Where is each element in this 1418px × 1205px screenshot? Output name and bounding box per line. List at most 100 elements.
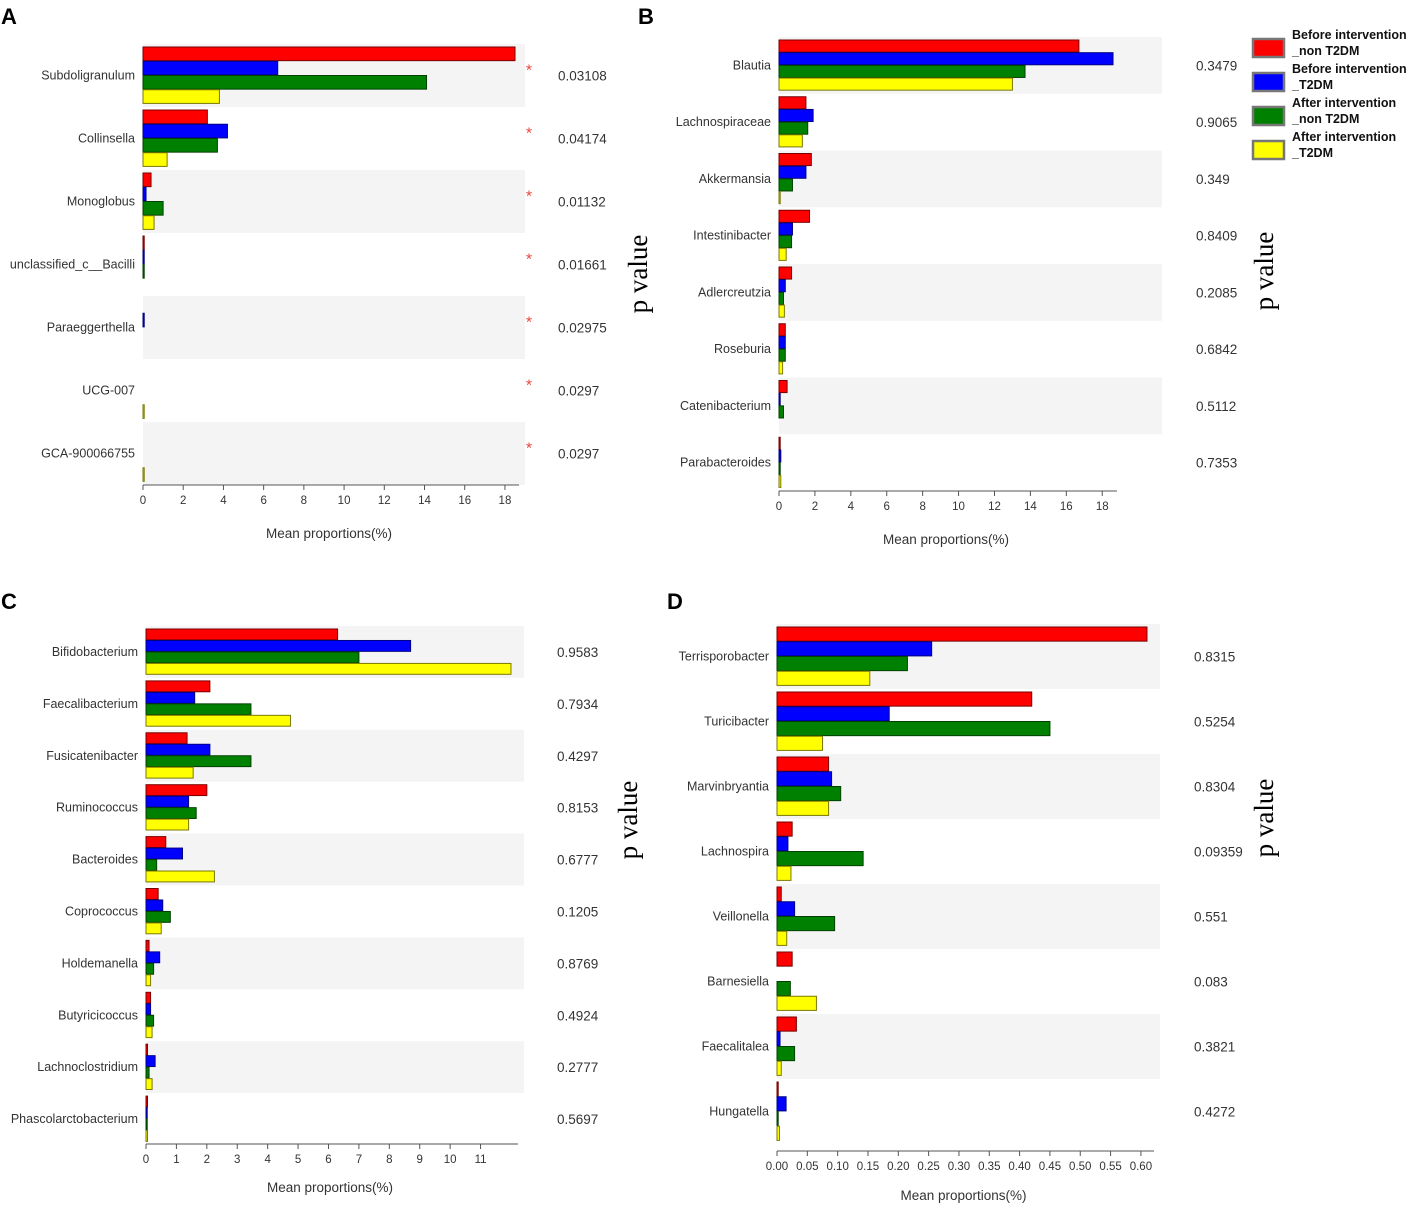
bar-blue (145, 743, 211, 756)
bar-yellow (778, 304, 785, 318)
x-tick-label: 8 (919, 501, 925, 513)
bar-blue (145, 899, 164, 912)
x-tick-label: 1 (173, 1154, 179, 1166)
x-tick-label: 0.20 (887, 1161, 909, 1173)
bar-yellow (776, 930, 788, 946)
bar-red (778, 96, 807, 110)
row-stripe (779, 377, 1162, 435)
bar-blue (145, 1055, 156, 1068)
x-tick-label: 0.40 (1008, 1161, 1030, 1173)
bar-green (778, 462, 781, 476)
bar-green (145, 1014, 155, 1027)
x-tick-label: 16 (1060, 501, 1073, 513)
category-label: Fusicatenibacter (46, 749, 138, 763)
category-label: GCA-900066755 (41, 447, 135, 461)
bar-red (776, 626, 1148, 642)
bar-red (778, 323, 786, 337)
bar-red (145, 888, 159, 900)
significance-star: * (526, 252, 532, 269)
significance-star: * (526, 378, 532, 395)
category-label: Faecalitalea (702, 1040, 769, 1054)
x-tick-label: 10 (444, 1154, 457, 1166)
bar-blue (778, 449, 782, 463)
bar-green (145, 703, 252, 716)
bar-red (145, 1043, 149, 1056)
row-stripe (777, 884, 1160, 949)
bar-blue (145, 795, 190, 808)
p-value-title: p value (1249, 779, 1279, 858)
bar-red (145, 628, 339, 641)
x-tick-label: 16 (458, 495, 471, 507)
bar-blue (145, 847, 183, 860)
bar-red (776, 821, 793, 837)
p-value: 0.6777 (557, 853, 598, 868)
x-tick-label: 2 (180, 495, 186, 507)
bar-red (776, 691, 1033, 707)
p-value: 0.04174 (558, 132, 607, 147)
x-tick-label: 11 (475, 1154, 487, 1166)
bar-blue (142, 60, 279, 76)
p-value: 0.8153 (557, 801, 598, 816)
bar-green (142, 138, 218, 153)
bar-yellow (776, 735, 823, 751)
row-stripe (146, 937, 524, 990)
bar-blue (776, 771, 833, 787)
x-tick-label: 6 (260, 495, 266, 507)
category-label: Veillonella (713, 910, 769, 924)
category-label: Blautia (733, 58, 771, 72)
x-tick-label: 4 (264, 1154, 271, 1166)
p-value: 0.5112 (1196, 399, 1236, 414)
row-stripe (143, 422, 525, 485)
bar-red (778, 153, 812, 167)
x-tick-label: 8 (301, 495, 307, 507)
legend-swatch (1251, 37, 1286, 59)
bar-yellow (778, 134, 803, 148)
row-stripe (779, 264, 1162, 321)
bar-yellow (145, 818, 190, 831)
bar-yellow (776, 670, 871, 686)
x-tick-label: 0 (776, 501, 782, 513)
bar-yellow (776, 800, 830, 816)
legend-label-line2: _T2DM (1291, 146, 1333, 160)
category-label: Intestinibacter (693, 229, 771, 243)
bar-yellow (776, 1125, 780, 1141)
panel-d: D Terrisporobacter 0.8315 Turicibacter 0.525… (667, 589, 1279, 1203)
category-label: Parabacteroides (680, 456, 771, 470)
bar-green (776, 1111, 779, 1127)
bar-yellow (778, 191, 781, 205)
p-value: 0.9065 (1196, 115, 1237, 130)
x-tick-label: 6 (884, 501, 890, 513)
x-tick-label: 8 (386, 1154, 392, 1166)
x-tick-label: 4 (220, 495, 227, 507)
x-tick-label: 2 (812, 501, 818, 513)
bar-blue (778, 335, 786, 350)
bar-yellow (776, 865, 792, 881)
bar-blue (776, 1096, 787, 1112)
bar-green (145, 910, 171, 923)
bar-red (145, 784, 208, 797)
row-stripe (143, 296, 525, 359)
category-label: Turicibacter (704, 715, 769, 729)
p-value: 0.0297 (558, 384, 599, 399)
p-value: 0.02975 (558, 321, 607, 336)
legend-swatch (1251, 105, 1286, 127)
panel-label: A (1, 4, 17, 29)
category-label: Collinsella (78, 132, 135, 146)
bar-green (776, 916, 836, 932)
x-tick-label: 5 (295, 1154, 301, 1166)
bar-yellow (778, 77, 1013, 91)
p-value: 0.5254 (1194, 715, 1236, 730)
p-value: 0.083 (1194, 975, 1228, 990)
row-stripe (143, 170, 525, 233)
x-tick-label: 6 (325, 1154, 331, 1166)
bar-yellow (145, 922, 162, 935)
bar-green (142, 201, 164, 216)
category-label: unclassified_c__Bacilli (10, 258, 135, 272)
bar-green (776, 981, 791, 997)
category-label: Phascolarctobacterium (11, 1112, 138, 1126)
legend-label-line1: After intervention (1292, 130, 1396, 144)
bar-yellow (142, 467, 145, 482)
category-label: Faecalibacterium (43, 697, 138, 711)
x-tick-label: 0.35 (978, 1161, 1000, 1173)
